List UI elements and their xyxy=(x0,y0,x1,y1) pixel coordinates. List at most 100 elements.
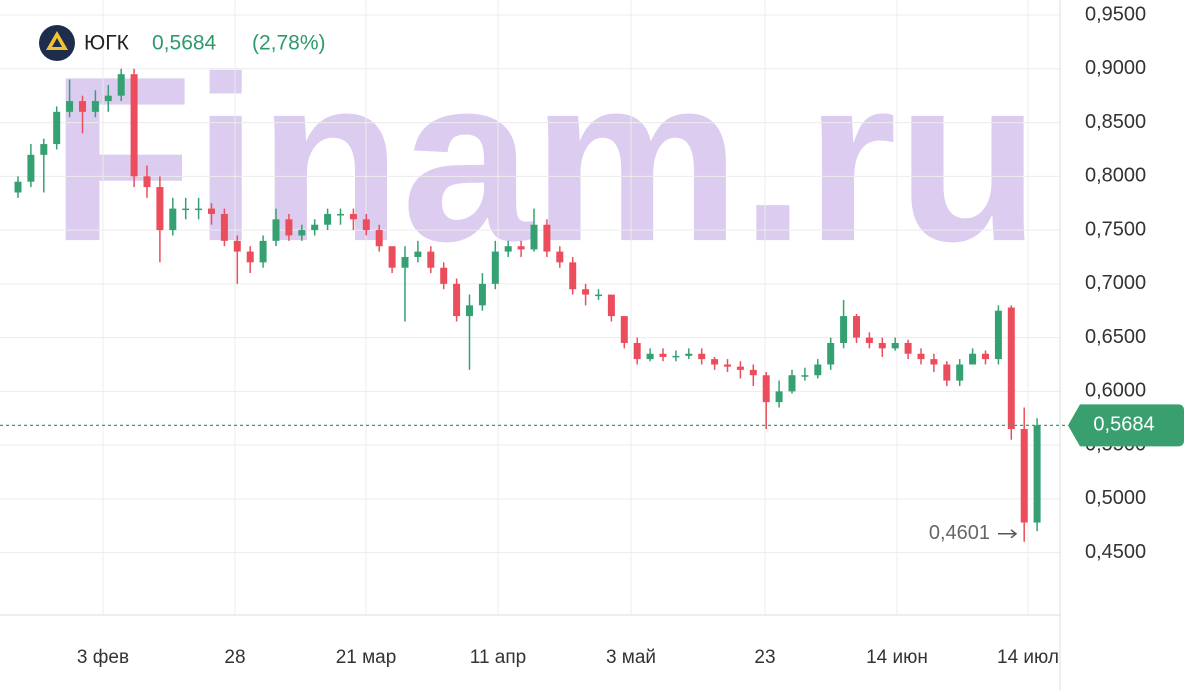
candle-body xyxy=(156,187,164,231)
candle-body xyxy=(994,310,1002,360)
candle-body xyxy=(337,213,344,216)
candle-body xyxy=(543,224,551,252)
candle-body xyxy=(414,251,422,257)
min-arrow xyxy=(998,529,1018,539)
candle-body xyxy=(259,240,267,263)
candle-body xyxy=(749,369,757,376)
candle-body xyxy=(169,208,177,231)
candle-body xyxy=(633,342,641,360)
candle-body xyxy=(891,342,899,349)
candle-body xyxy=(556,251,564,263)
candle-body xyxy=(91,101,99,112)
y-tick-label: 0,6000 xyxy=(1085,380,1146,402)
candle-body xyxy=(530,224,538,250)
price-badge xyxy=(1068,404,1184,447)
candle-body xyxy=(853,316,860,338)
candle-body xyxy=(827,342,835,365)
candle-body xyxy=(40,144,48,155)
x-tick-label: 11 апр xyxy=(470,647,526,668)
candle-body xyxy=(1020,428,1028,523)
y-tick-label: 0,7000 xyxy=(1085,272,1146,294)
ticker-header: ЮГК 0,5684 (2,78%) xyxy=(39,25,326,61)
candle-body xyxy=(53,111,61,145)
candle-body xyxy=(659,353,667,357)
candle-body xyxy=(491,251,499,284)
candle-body xyxy=(943,364,951,381)
candle-body xyxy=(504,246,512,252)
candle-body xyxy=(904,342,912,354)
candle-body xyxy=(466,305,473,317)
candle-body xyxy=(478,283,486,306)
candle-body xyxy=(195,208,203,211)
candle-body xyxy=(233,240,241,252)
candle-body xyxy=(620,316,628,343)
y-tick-label: 0,9500 xyxy=(1085,3,1146,25)
candle-body xyxy=(762,375,770,403)
candle-body xyxy=(324,213,332,225)
min-label: 0,4601 xyxy=(929,522,990,544)
x-tick-label: 28 xyxy=(224,647,245,668)
x-tick-label: 14 июл xyxy=(997,647,1059,668)
x-tick-label: 3 фев xyxy=(77,647,129,668)
candle-body xyxy=(362,219,370,231)
candle-body xyxy=(582,289,590,295)
candle-body xyxy=(79,101,86,112)
y-tick-label: 0,9000 xyxy=(1085,57,1146,79)
candle-body xyxy=(375,230,383,247)
candle-body xyxy=(607,294,615,317)
candle-body xyxy=(14,181,22,193)
candle-body xyxy=(440,267,448,284)
y-tick-label: 0,4500 xyxy=(1085,541,1146,563)
candle-body xyxy=(775,391,783,403)
candle-body xyxy=(66,101,74,112)
candle-body xyxy=(1007,307,1015,429)
candle-body xyxy=(349,213,357,220)
price-badge-label: 0,5684 xyxy=(1093,414,1154,436)
candle-body xyxy=(878,342,886,349)
ticker: ЮГК xyxy=(84,32,130,55)
candle-body xyxy=(646,353,654,360)
candle-body xyxy=(685,353,693,356)
candle-body xyxy=(840,316,848,343)
logo xyxy=(39,25,75,61)
candle-body xyxy=(814,364,822,376)
candle-body xyxy=(272,219,280,241)
candle-body xyxy=(27,154,35,182)
candle-body xyxy=(865,337,873,343)
candle-body xyxy=(298,230,306,236)
x-tick-label: 3 май xyxy=(606,647,656,668)
candle-body xyxy=(427,251,435,268)
candle-body xyxy=(143,176,151,188)
x-tick-label: 14 июн xyxy=(866,647,928,668)
y-tick-label: 0,8000 xyxy=(1085,165,1146,187)
change: (2,78%) xyxy=(252,32,326,55)
candle-body xyxy=(569,262,577,290)
candle-body xyxy=(388,246,396,268)
logo-mark xyxy=(46,31,68,50)
candle-body xyxy=(982,353,989,360)
candle-body xyxy=(1033,425,1041,523)
candle-body xyxy=(285,219,293,236)
candle-body xyxy=(724,364,731,367)
candle-body xyxy=(246,251,254,263)
candle-body xyxy=(104,95,112,102)
candle-body xyxy=(788,375,796,392)
candle-body xyxy=(736,366,744,370)
candle-body xyxy=(220,213,228,241)
candle-body xyxy=(517,246,525,250)
candle-body xyxy=(130,74,138,177)
y-tick-label: 0,7500 xyxy=(1085,218,1146,240)
x-tick-label: 23 xyxy=(754,647,775,668)
candle-body xyxy=(930,359,938,365)
candle-body xyxy=(182,208,190,211)
candle-body xyxy=(311,224,319,231)
candle-body xyxy=(595,294,602,297)
candle-body xyxy=(453,283,461,317)
y-tick-label: 0,5000 xyxy=(1085,487,1146,509)
candle-body xyxy=(711,359,719,365)
y-tick-label: 0,6500 xyxy=(1085,326,1146,348)
plot-area xyxy=(0,0,1061,690)
candle-body xyxy=(208,208,215,214)
